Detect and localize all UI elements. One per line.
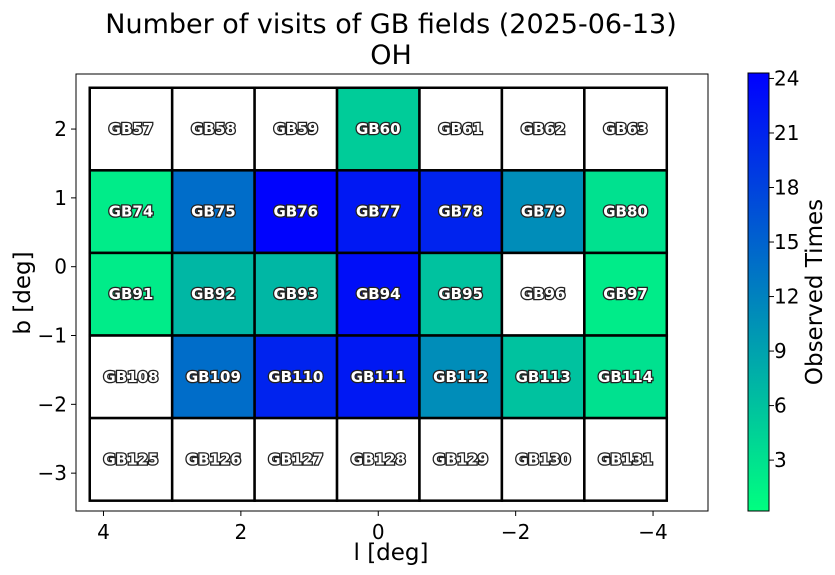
colorbar-tick-label: 6 xyxy=(774,394,787,418)
field-label-gb93: GB93 xyxy=(274,285,319,303)
field-label-gb110: GB110 xyxy=(268,368,323,386)
field-label-gb128: GB128 xyxy=(351,450,406,468)
field-label-gb112: GB112 xyxy=(433,368,488,386)
y-tick-label: 1 xyxy=(54,186,67,210)
field-cell-gb108 xyxy=(88,334,174,420)
chart-title: Number of visits of GB fields (2025-06-1… xyxy=(105,9,676,40)
field-label-gb78: GB78 xyxy=(438,203,483,221)
field-label-gb80: GB80 xyxy=(603,203,648,221)
field-cell-gb77 xyxy=(335,169,421,255)
y-axis-ticks: 2 1 0 −1 −2 −3 xyxy=(38,117,76,485)
field-cell-gb62 xyxy=(500,86,586,172)
colorbar-tick-label: 18 xyxy=(774,175,799,199)
x-tick-label: −2 xyxy=(501,520,530,544)
colorbar-tick-label: 24 xyxy=(774,66,799,90)
field-cell-gb60 xyxy=(335,86,421,172)
field-cell-gb127 xyxy=(253,416,339,502)
field-label-gb114: GB114 xyxy=(598,368,653,386)
field-label-gb96: GB96 xyxy=(521,285,566,303)
y-tick-label: −3 xyxy=(38,461,67,485)
field-cell-gb75 xyxy=(170,169,256,255)
field-cell-gb113 xyxy=(500,334,586,420)
x-tick-label: −4 xyxy=(638,520,667,544)
heatmap-cells xyxy=(88,86,669,502)
field-cell-gb126 xyxy=(170,416,256,502)
field-label-gb130: GB130 xyxy=(516,450,571,468)
field-label-gb127: GB127 xyxy=(268,450,323,468)
field-label-gb126: GB126 xyxy=(186,450,241,468)
colorbar-tick-label: 3 xyxy=(774,448,787,472)
field-label-gb79: GB79 xyxy=(521,203,566,221)
field-label-gb75: GB75 xyxy=(191,203,236,221)
x-tick-label: 4 xyxy=(97,520,110,544)
y-tick-label: 0 xyxy=(54,255,67,279)
field-label-gb63: GB63 xyxy=(603,120,648,138)
field-label-gb61: GB61 xyxy=(438,120,483,138)
colorbar-tick-label: 9 xyxy=(774,339,787,363)
field-label-gb62: GB62 xyxy=(521,120,566,138)
field-cell-gb93 xyxy=(253,251,339,337)
field-label-gb57: GB57 xyxy=(109,120,154,138)
chart-subtitle: OH xyxy=(370,40,412,71)
plot-frame xyxy=(75,73,709,512)
field-label-gb94: GB94 xyxy=(356,285,401,303)
y-axis-label: b [deg] xyxy=(10,251,36,334)
y-tick-label: 2 xyxy=(54,117,67,141)
colorbar xyxy=(747,72,770,512)
field-label-gb77: GB77 xyxy=(356,203,401,221)
field-cell-gb80 xyxy=(583,169,669,255)
colorbar-tick-label: 12 xyxy=(774,285,799,309)
field-cell-gb74 xyxy=(88,169,174,255)
y-tick-label: −2 xyxy=(38,392,67,416)
y-tick-label: −1 xyxy=(38,324,67,348)
field-label-gb125: GB125 xyxy=(103,450,158,468)
field-label-gb129: GB129 xyxy=(433,450,488,468)
x-tick-label: 2 xyxy=(235,520,248,544)
field-cell-gb125 xyxy=(88,416,174,502)
field-label-gb59: GB59 xyxy=(274,120,319,138)
field-cell-gb63 xyxy=(583,86,669,172)
colorbar-tick-label: 15 xyxy=(774,230,799,254)
field-label-gb91: GB91 xyxy=(109,285,154,303)
field-label-gb58: GB58 xyxy=(191,120,236,138)
x-axis-label: l [deg] xyxy=(354,540,429,566)
field-cell-gb96 xyxy=(500,251,586,337)
field-cell-gb92 xyxy=(170,251,256,337)
colorbar-label: Observed Times xyxy=(802,199,828,385)
field-label-gb113: GB113 xyxy=(516,368,571,386)
field-cell-gb112 xyxy=(418,334,504,420)
field-label-gb109: GB109 xyxy=(186,368,241,386)
field-label-gb97: GB97 xyxy=(603,285,648,303)
field-labels: GB57 GB58 GB59 GB60 GB61 GB62 GB63 GB74 GB75 GB76… xyxy=(102,119,654,470)
field-cell-gb91 xyxy=(88,251,174,337)
field-cell-gb109 xyxy=(170,334,256,420)
field-label-gb76: GB76 xyxy=(274,203,319,221)
x-axis-ticks: 4 2 0 −2 −4 xyxy=(97,511,668,544)
field-label-gb111: GB111 xyxy=(351,368,406,386)
field-label-gb60: GB60 xyxy=(356,120,401,138)
field-label-gb92: GB92 xyxy=(191,285,236,303)
field-label-gb131: GB131 xyxy=(598,450,653,468)
colorbar-ticks: 3 6 9 12 15 18 21 24 xyxy=(769,66,799,472)
field-label-gb108: GB108 xyxy=(103,368,158,386)
colorbar-tick-label: 21 xyxy=(774,121,799,145)
field-label-gb74: GB74 xyxy=(109,203,154,221)
x-tick-label: 0 xyxy=(372,520,385,544)
field-label-gb95: GB95 xyxy=(438,285,483,303)
field-cell-gb128 xyxy=(335,416,421,502)
field-cell-gb131 xyxy=(583,416,669,502)
field-cell-gb78 xyxy=(418,169,504,255)
